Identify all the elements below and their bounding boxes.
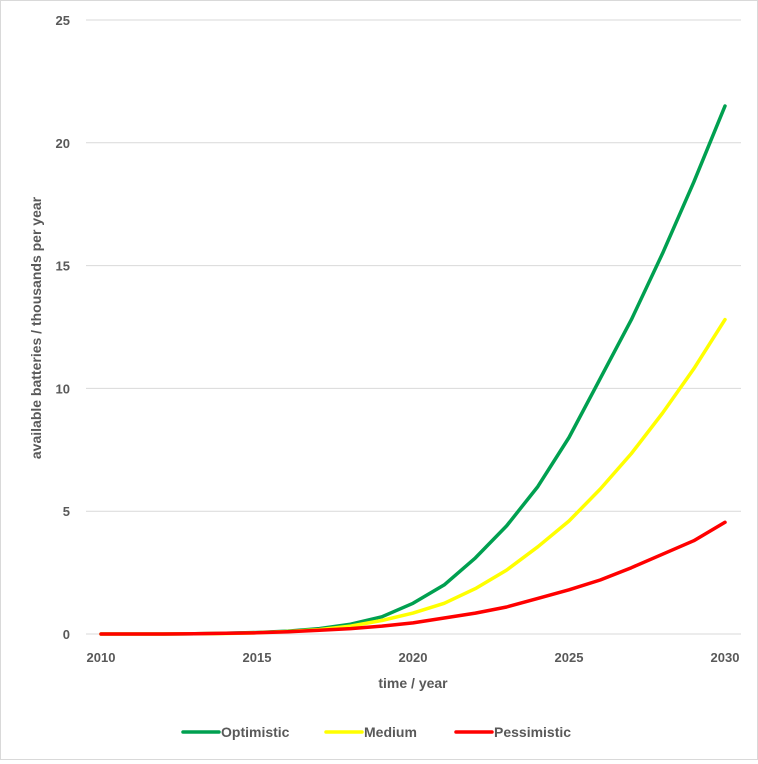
series-line-medium — [99, 317, 727, 636]
x-tick-label: 2030 — [711, 650, 740, 665]
y-tick-label: 5 — [63, 504, 70, 519]
y-tick-label: 20 — [56, 136, 70, 151]
y-tick-label: 10 — [56, 381, 70, 396]
grid-lines — [86, 19, 741, 512]
y-tick-label: 25 — [56, 13, 70, 28]
x-axis-title: time / year — [378, 675, 448, 691]
x-tick-label: 2020 — [399, 650, 428, 665]
x-tick-label: 2010 — [87, 650, 116, 665]
y-axis-title: available batteries / thousands per year — [28, 196, 44, 459]
series-lines — [99, 104, 727, 636]
x-tick-label: 2015 — [243, 650, 272, 665]
legend: Optimistic Medium Pessimistic — [181, 724, 571, 740]
y-tick-label: 15 — [56, 259, 70, 274]
series-line-pessimistic — [99, 520, 727, 636]
y-axis-ticks: 0 5 10 15 20 25 — [56, 13, 70, 642]
series-line-optimistic — [99, 104, 727, 636]
legend-label-medium: Medium — [364, 724, 417, 740]
legend-label-pessimistic: Pessimistic — [494, 724, 571, 740]
x-tick-label: 2025 — [555, 650, 584, 665]
legend-label-optimistic: Optimistic — [221, 724, 290, 740]
x-axis-ticks: 2010 2015 2020 2025 2030 — [87, 650, 740, 665]
y-tick-label: 0 — [63, 627, 70, 642]
